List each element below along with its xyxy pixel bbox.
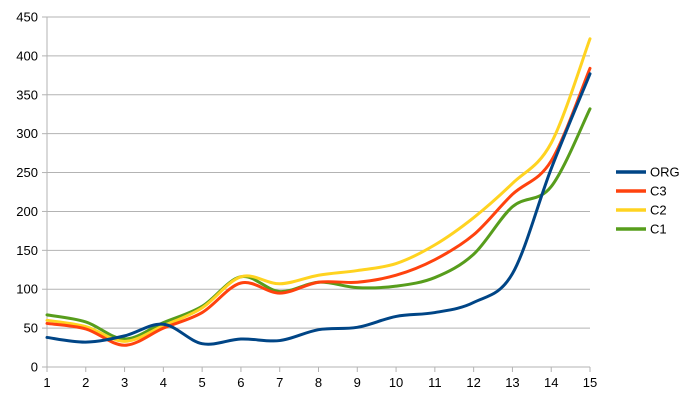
legend: ORG C3 C2 C1 [616, 165, 680, 237]
y-tick-label-200: 200 [16, 204, 38, 219]
series-line-c1 [45, 107, 592, 341]
x-tick-label-15: 15 [583, 375, 597, 390]
legend-label-c1: C1 [650, 222, 667, 237]
legend-label-c3: C3 [650, 184, 667, 199]
y-tick-label-100: 100 [16, 282, 38, 297]
x-tick-label-2: 2 [82, 375, 89, 390]
y-tick-label-350: 350 [16, 87, 38, 102]
y-tick-label-300: 300 [16, 126, 38, 141]
grid-lines [47, 16, 590, 368]
x-tick-label-1: 1 [43, 375, 50, 390]
x-tick-label-7: 7 [276, 375, 283, 390]
x-tick-label-6: 6 [237, 375, 244, 390]
x-tick-label-5: 5 [199, 375, 206, 390]
y-tick-label-0: 0 [31, 360, 38, 375]
x-tick-label-8: 8 [315, 375, 322, 390]
x-tick-label-10: 10 [389, 375, 403, 390]
series-line-c3 [45, 66, 592, 347]
y-tick-label-450: 450 [16, 10, 38, 25]
y-tick-labels: 0 50 100 150 200 250 300 350 400 450 [16, 10, 38, 375]
x-tick-label-11: 11 [428, 375, 442, 390]
legend-label-c2: C2 [650, 203, 667, 218]
x-tick-label-4: 4 [160, 375, 167, 390]
x-tick-label-9: 9 [354, 375, 361, 390]
x-tick-label-14: 14 [544, 375, 558, 390]
y-tick-label-50: 50 [24, 321, 38, 336]
series-line-c2 [45, 37, 592, 343]
x-tick-label-3: 3 [121, 375, 128, 390]
x-tick-label-12: 12 [466, 375, 480, 390]
legend-label-org: ORG [650, 165, 680, 180]
series-line-org [45, 72, 592, 346]
x-tick-labels: 1 2 3 4 5 6 7 8 9 10 11 12 13 14 15 [43, 375, 597, 390]
axes [42, 16, 591, 372]
y-tick-label-400: 400 [16, 48, 38, 63]
y-tick-label-150: 150 [16, 243, 38, 258]
x-tick-label-13: 13 [505, 375, 519, 390]
y-tick-label-250: 250 [16, 165, 38, 180]
series-lines [45, 37, 592, 347]
